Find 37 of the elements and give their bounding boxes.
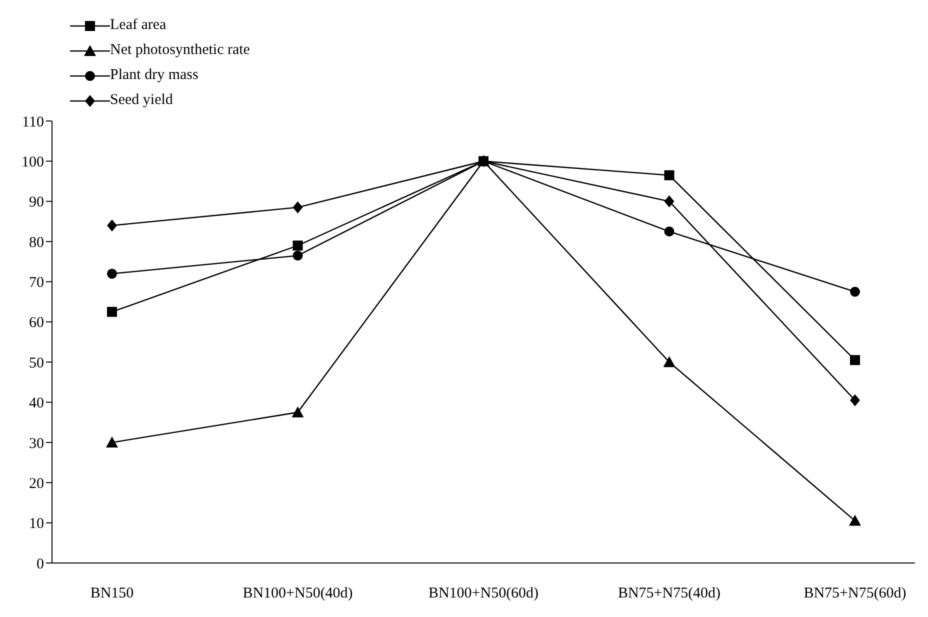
y-tick-label: 10 <box>29 516 44 532</box>
point <box>292 240 303 251</box>
point <box>663 356 676 368</box>
y-tick-label: 80 <box>29 234 44 251</box>
legend-label: Net photosynthetic rate <box>110 42 250 59</box>
point <box>106 436 118 448</box>
x-tick-label: BN150 <box>90 586 134 602</box>
y-tick-label: 70 <box>29 275 44 292</box>
x-tick-label: BN100+N50(60d) <box>428 586 539 602</box>
y-tick-label: 110 <box>22 114 44 130</box>
point <box>292 406 304 418</box>
point <box>292 201 303 214</box>
point <box>664 170 674 180</box>
y-tick-label: 20 <box>29 476 44 492</box>
point <box>107 219 117 232</box>
point <box>107 268 117 279</box>
x-tick-label: BN100+N50(40d) <box>242 586 353 602</box>
y-tick-label: 100 <box>22 154 44 171</box>
y-tick-label: 90 <box>29 194 44 211</box>
x-tick-label: BN75+N75(40d) <box>618 586 721 602</box>
point <box>107 306 117 317</box>
point <box>850 286 860 297</box>
legend-label: Leaf area <box>110 17 166 34</box>
point <box>850 394 860 406</box>
legend-label: Seed yield <box>110 92 173 109</box>
point <box>849 514 861 526</box>
legend-label: Plant dry mass <box>110 67 198 84</box>
y-tick-label: 50 <box>29 355 44 372</box>
x-tick-label: BN75+N75(60d) <box>804 586 906 602</box>
y-tick-label: 0 <box>36 556 44 572</box>
y-tick-label: 40 <box>29 396 44 412</box>
y-tick-label: 30 <box>29 436 44 452</box>
point <box>664 226 674 236</box>
point <box>850 355 860 366</box>
point <box>664 195 674 208</box>
point <box>292 250 303 261</box>
y-tick-label: 60 <box>29 315 44 332</box>
